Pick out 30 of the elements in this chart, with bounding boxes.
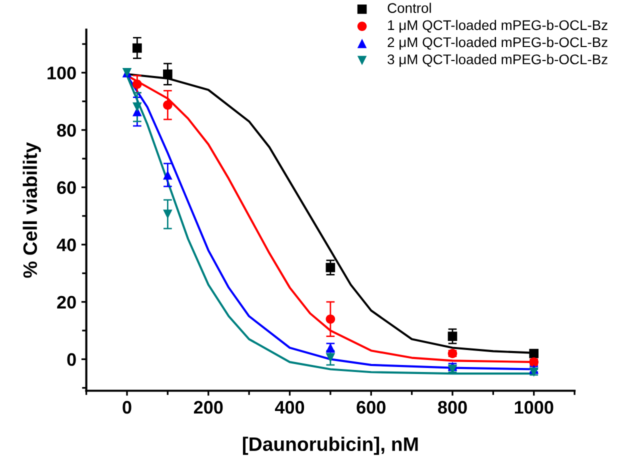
y-tick-label: 0 <box>67 353 76 366</box>
x-tick-label: 800 <box>438 400 467 414</box>
y-tick-label: 100 <box>48 66 76 80</box>
point <box>132 79 142 89</box>
x-tick-label: 0 <box>122 400 132 414</box>
y-axis-title: % Cell viability <box>22 142 41 278</box>
point <box>132 102 142 112</box>
y-tick-label: 60 <box>57 181 76 194</box>
x-tick-label: 200 <box>194 400 223 414</box>
point <box>326 353 336 362</box>
x-tick-label: 400 <box>274 400 304 414</box>
point <box>163 100 172 110</box>
y-tick-label: 80 <box>57 124 76 137</box>
y-tick-label: 20 <box>57 296 76 309</box>
legend-label: 2 μM QCT-loaded mPEG-b-OCL-Bz <box>388 36 608 50</box>
legend-label: 3 μM QCT-loaded mPEG-b-OCL-Bz <box>388 54 608 67</box>
point <box>132 43 142 53</box>
point <box>163 210 172 219</box>
point <box>529 348 539 358</box>
x-tick-label: 600 <box>356 400 386 414</box>
point <box>448 332 458 341</box>
point <box>163 170 172 180</box>
point <box>326 314 336 324</box>
y-tick-label: 40 <box>56 238 76 252</box>
legend-label: Control <box>388 2 431 13</box>
x-axis-title: [Daunorubicin], nM <box>242 436 418 455</box>
legend-label: 1 μM QCT-loaded mPEG-b-OCL-Bz <box>388 20 608 33</box>
point <box>326 262 336 272</box>
x-tick-label: 1000 <box>514 400 554 414</box>
point <box>163 69 172 79</box>
